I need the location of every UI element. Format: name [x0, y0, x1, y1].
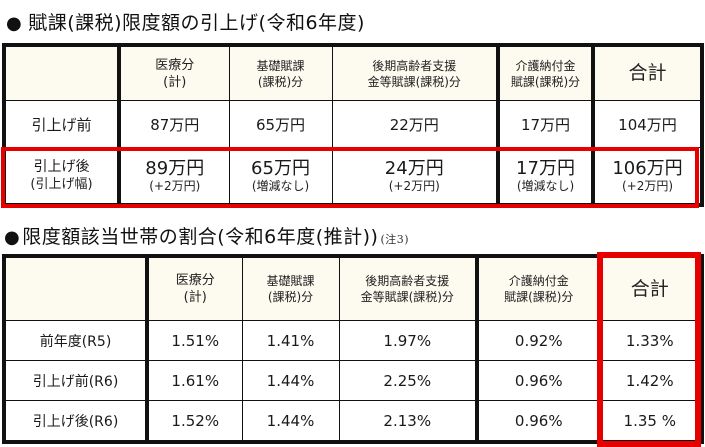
value-text: 65万円 [251, 157, 310, 179]
value-text: 17万円 [516, 157, 575, 179]
section2-title: ● 限度額該当世帯の割合(令和6年度(推計)) (注3) [4, 222, 409, 249]
header-elderly-support: 後期高齢者支援 金等賦課(課税)分 [331, 44, 499, 101]
row-label: 引上げ前(R6) [3, 360, 149, 401]
cell-value: 87万円 [118, 100, 230, 148]
header-text: 金等賦課(課税)分 [360, 290, 454, 304]
cell-value: 1.44% [241, 400, 340, 443]
table-header-row: 医療分 (計) 基礎賦課 (課税)分 後期高齢者支援 金等賦課(課税)分 介護納… [3, 255, 703, 321]
row-label: 前年度(R5) [3, 320, 149, 361]
cell-value: 17万円 [496, 100, 594, 148]
header-text: (計) [163, 74, 187, 90]
header-text: 基礎賦課 [266, 274, 315, 288]
cell-value: 1.52% [146, 400, 243, 443]
cell-value: 1.35 % [598, 400, 703, 443]
cell-value: 65万円 [228, 100, 333, 148]
cell-value: 1.97% [338, 320, 478, 361]
table-row-r6-after: 引上げ後(R6) 1.52% 1.44% 2.13% 0.96% 1.35 % [3, 400, 703, 443]
cell-value: 22万円 [331, 100, 499, 148]
section2-title-text: 限度額該当世帯の割合(令和6年度(推計)) [22, 226, 379, 248]
table-row-before: 引上げ前 87万円 65万円 22万円 17万円 104万円 [3, 100, 703, 148]
value-text: 89万円 [145, 157, 205, 179]
cell-value: 65万円 (増減なし) [228, 147, 333, 206]
cell-value: 106万円 (+2万円) [591, 147, 703, 206]
limit-increase-table: 医療分 (計) 基礎賦課 (課税)分 後期高齢者支援 金等賦課(課税)分 介護納… [2, 43, 704, 207]
cell-value: 1.42% [598, 360, 703, 401]
header-text: 介護納付金 [515, 58, 576, 73]
change-text: (+2万円) [621, 178, 674, 193]
header-text: 後期高齢者支援 [372, 58, 457, 73]
cell-value: 104万円 [591, 100, 703, 148]
row-label-sub: (引上げ幅) [30, 177, 93, 192]
header-text: (課税)分 [257, 74, 304, 89]
header-basic: 基礎賦課 (課税)分 [241, 255, 340, 321]
cell-value: 89万円 (+2万円) [118, 147, 230, 206]
header-text: 医療分 [155, 57, 195, 73]
row-label: 引上げ後(R6) [3, 400, 149, 443]
header-nursing-care: 介護納付金 賦課(課税)分 [475, 255, 600, 321]
header-text: 賦課(課税)分 [510, 74, 581, 89]
household-ratio-table: 医療分 (計) 基礎賦課 (課税)分 後期高齢者支援 金等賦課(課税)分 介護納… [2, 254, 704, 444]
cell-value: 1.51% [146, 320, 243, 361]
row-label: 引上げ後 (引上げ幅) [3, 147, 121, 206]
header-text: 基礎賦課 [256, 58, 305, 73]
table-header-row: 医療分 (計) 基礎賦課 (課税)分 後期高齢者支援 金等賦課(課税)分 介護納… [3, 44, 703, 101]
section1-title: ● 賦課(課税)限度額の引上げ(令和6年度) [6, 8, 365, 35]
header-text: 金等賦課(課税)分 [367, 74, 461, 89]
header-total: 合計 [591, 44, 703, 101]
header-nursing-care: 介護納付金 賦課(課税)分 [496, 44, 594, 101]
cell-value: 1.33% [598, 320, 703, 361]
bullet-icon: ● [6, 13, 23, 34]
cell-value: 0.96% [475, 400, 600, 443]
value-text: 24万円 [384, 157, 444, 179]
footnote-ref: (注3) [380, 233, 410, 246]
table-row-after: 引上げ後 (引上げ幅) 89万円 (+2万円) 65万円 (増減なし) 24万円… [3, 147, 703, 206]
header-empty [3, 255, 149, 321]
cell-value: 1.61% [146, 360, 243, 401]
header-basic: 基礎賦課 (課税)分 [228, 44, 333, 101]
change-text: (+2万円) [149, 178, 201, 193]
header-text: (課税)分 [267, 290, 314, 304]
bullet-icon: ● [4, 227, 21, 248]
change-text: (増減なし) [251, 178, 310, 193]
header-text: 後期高齢者支援 [365, 274, 450, 288]
row-label: 引上げ前 [3, 100, 121, 148]
header-text: 医療分 [175, 273, 215, 288]
change-text: (増減なし) [516, 178, 575, 193]
header-total: 合計 [598, 255, 703, 321]
value-text: 106万円 [612, 157, 683, 179]
header-text: 賦課(課税)分 [504, 290, 574, 304]
header-medical: 医療分 (計) [118, 44, 230, 101]
header-empty [3, 44, 121, 101]
header-text: (計) [183, 290, 207, 305]
header-elderly-support: 後期高齢者支援 金等賦課(課税)分 [338, 255, 478, 321]
cell-value: 0.92% [475, 320, 600, 361]
table-row-r6-before: 引上げ前(R6) 1.61% 1.44% 2.25% 0.96% 1.42% [3, 360, 703, 401]
table-row-r5: 前年度(R5) 1.51% 1.41% 1.97% 0.92% 1.33% [3, 320, 703, 361]
row-label-text: 引上げ後 [33, 159, 90, 175]
cell-value: 17万円 (増減なし) [496, 147, 594, 206]
header-medical: 医療分 (計) [146, 255, 243, 321]
header-text: 介護納付金 [508, 274, 569, 288]
section1-title-text: 賦課(課税)限度額の引上げ(令和6年度) [28, 12, 365, 34]
change-text: (+2万円) [388, 178, 440, 193]
cell-value: 1.41% [241, 320, 340, 361]
cell-value: 24万円 (+2万円) [331, 147, 499, 206]
cell-value: 2.13% [338, 400, 478, 443]
cell-value: 1.44% [241, 360, 340, 401]
cell-value: 2.25% [338, 360, 478, 401]
cell-value: 0.96% [475, 360, 600, 401]
